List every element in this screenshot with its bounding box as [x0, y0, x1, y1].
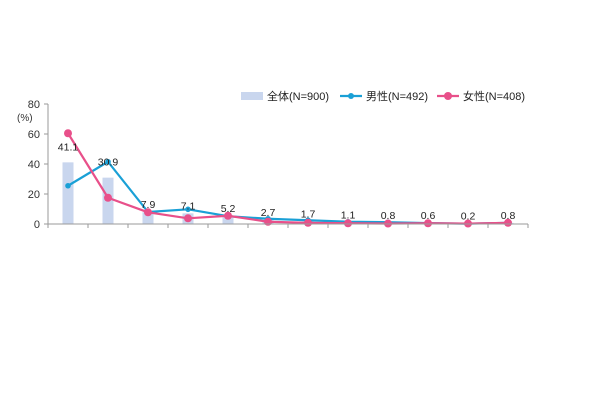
- data-label: 41.1: [58, 141, 79, 153]
- y-unit-label: (%): [17, 113, 33, 124]
- y-tick-label: 60: [28, 129, 40, 141]
- series-point-2: [424, 219, 432, 228]
- series-point-1: [185, 206, 191, 213]
- series-point-2: [104, 193, 112, 202]
- series-point-2: [344, 219, 352, 228]
- data-label: 5.2: [221, 203, 236, 215]
- line-series: [64, 129, 512, 228]
- series-point-2: [64, 129, 72, 138]
- y-tick-label: 0: [34, 219, 40, 231]
- series-line-1: [67, 160, 509, 225]
- data-label: 0.8: [501, 210, 516, 222]
- series-line-2: [67, 132, 509, 225]
- series-point-1: [105, 158, 111, 165]
- legend-label: 女性(N=408): [463, 89, 525, 103]
- y-tick-label: 80: [28, 99, 40, 111]
- data-label: 7.1: [181, 200, 196, 212]
- bar: [62, 162, 74, 224]
- series-point-2: [184, 214, 192, 223]
- series-point-2: [304, 218, 312, 227]
- data-label: 1.1: [341, 209, 356, 221]
- data-label: 0.2: [461, 211, 476, 223]
- series-point-2: [144, 208, 152, 217]
- legend-swatch-marker: [348, 93, 354, 99]
- x-axis: [47, 223, 529, 228]
- legend-label: 男性(N=492): [366, 89, 428, 103]
- y-tick-label: 20: [28, 189, 40, 201]
- legend-swatch-marker: [444, 92, 452, 100]
- y-axis: 0 20 40 60 80 (%): [17, 99, 49, 231]
- legend-label: 全体(N=900): [267, 89, 329, 103]
- bar-series: [62, 162, 514, 224]
- data-label: 0.6: [421, 210, 436, 222]
- series-point-2: [504, 218, 512, 227]
- data-labels: 41.1 30.9 7.9 7.1 5.2 2.7 1.7 1.1 0.8 0.6 0.2 0.8: [58, 141, 516, 222]
- data-label: 30.9: [98, 157, 119, 169]
- legend: 全体(N=900) 男性(N=492) 女性(N=408): [241, 89, 525, 103]
- legend-swatch-bar: [241, 92, 263, 100]
- series-point-2: [224, 211, 232, 220]
- y-tick-label: 40: [28, 159, 40, 171]
- data-label: 1.7: [301, 208, 316, 220]
- data-label: 0.8: [381, 210, 396, 222]
- bar: [222, 216, 234, 224]
- series-point-1: [65, 182, 71, 189]
- bar: [142, 212, 154, 224]
- data-label: 7.9: [141, 199, 156, 211]
- data-label: 2.7: [261, 207, 276, 219]
